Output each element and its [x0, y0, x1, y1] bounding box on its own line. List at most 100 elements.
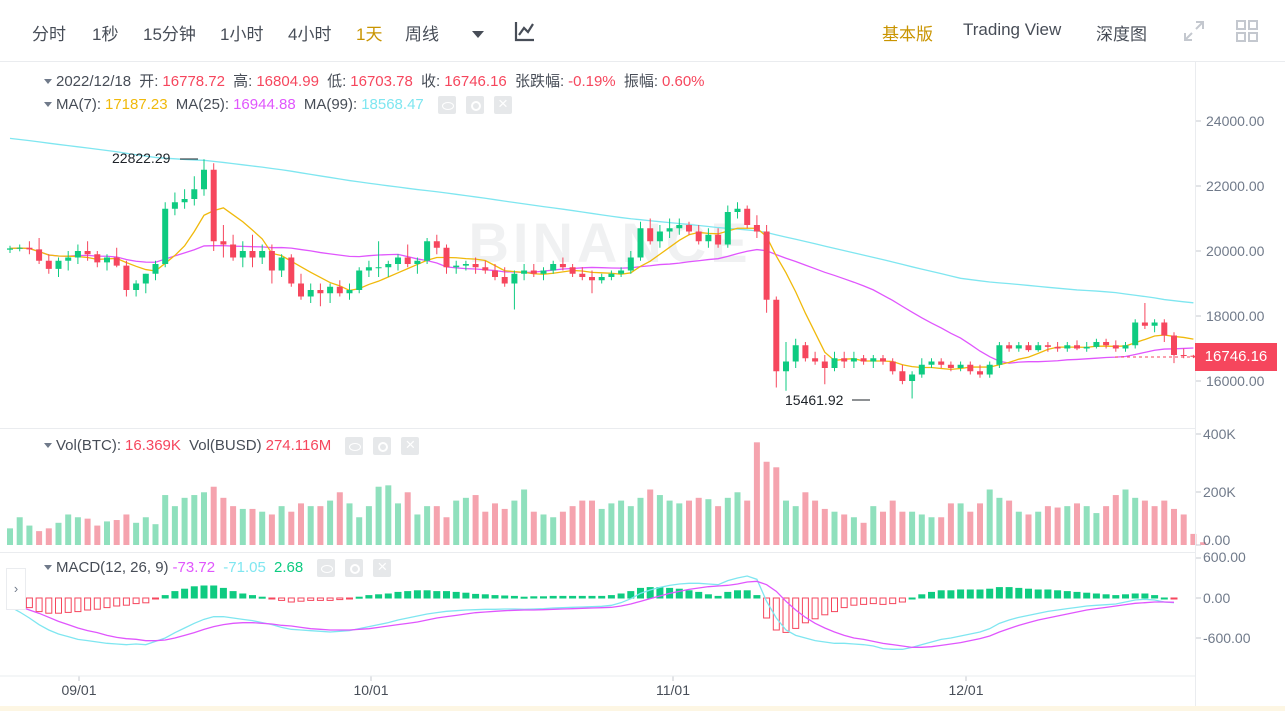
close-icon[interactable] [493, 94, 512, 115]
macd-lines [9, 575, 1175, 650]
volume-bar [880, 511, 886, 545]
volume-bar [579, 500, 586, 545]
volume-bar [36, 531, 43, 545]
macd-bar [35, 597, 43, 613]
volume-bar [16, 517, 23, 545]
vol-tick: 0.00 [1203, 532, 1230, 548]
macd-bar [278, 597, 286, 601]
volume-bar [860, 522, 867, 545]
volume-bar [608, 503, 615, 545]
candle-body [831, 358, 838, 368]
volume-bar [443, 517, 450, 545]
macd-bar [801, 597, 809, 624]
visibility-icon[interactable] [317, 559, 336, 578]
candle-body [598, 277, 605, 281]
volume-bar [1171, 508, 1177, 545]
volume-bar [1054, 507, 1061, 545]
interval-4h[interactable]: 4小时 [288, 25, 332, 44]
macd-bar [472, 593, 480, 599]
volume-bar [220, 497, 227, 545]
macd-bar [103, 597, 111, 609]
volume-bar [298, 503, 304, 545]
volume-bar [821, 508, 828, 545]
collapse-caret-icon[interactable] [44, 442, 52, 448]
layout-grid-icon[interactable] [1236, 20, 1258, 47]
fullscreen-icon[interactable] [1183, 20, 1205, 47]
collapse-caret-icon[interactable] [44, 101, 52, 107]
interval-weekly[interactable]: 周线 [405, 25, 439, 44]
macd-bar [685, 590, 693, 599]
macd-bar [734, 590, 741, 599]
candle-body [365, 267, 372, 271]
current-price-tag: 16746.16 [1195, 343, 1277, 371]
macd-bar [986, 588, 994, 599]
volume-bar [841, 514, 848, 545]
volume-bar [1180, 514, 1187, 545]
candle-body [821, 361, 828, 368]
macd-bar [578, 595, 586, 599]
interval-fenshi[interactable]: 分时 [32, 25, 66, 44]
ma99-line [9, 137, 1194, 304]
candle-body [16, 247, 23, 249]
date-tick: 09/01 [61, 682, 96, 698]
chevron-right-icon[interactable]: › [6, 568, 26, 610]
settings-icon[interactable] [345, 559, 364, 578]
macd-bar [297, 597, 305, 602]
macd-bar [530, 596, 538, 599]
macd-bar [714, 595, 722, 599]
volume-bar [94, 525, 101, 545]
close-icon[interactable] [401, 435, 420, 456]
volume-bar [802, 492, 809, 545]
candle-body [880, 358, 886, 362]
macd-bar [1034, 589, 1042, 599]
tab-trading-view[interactable]: Trading View [963, 20, 1062, 39]
macd-bar [404, 591, 412, 599]
volume-bar [753, 442, 760, 545]
macd-bar [510, 595, 518, 599]
high-annotation: 22822.29 [112, 150, 198, 166]
chevron-down-icon[interactable] [471, 27, 485, 45]
collapse-caret-icon[interactable] [44, 78, 52, 84]
candle-body [1054, 346, 1061, 349]
candle-body [268, 251, 275, 271]
ma99-path [9, 137, 1194, 304]
macd-bar [782, 597, 790, 633]
visibility-icon[interactable] [437, 96, 456, 115]
macd-bar [481, 594, 489, 599]
candle-body [802, 345, 809, 359]
candle-body [113, 257, 120, 266]
indicator-icon[interactable] [514, 20, 536, 47]
candle-body [45, 260, 52, 269]
interval-1s[interactable]: 1秒 [92, 25, 119, 44]
candle-body [627, 257, 634, 271]
candle-body [724, 212, 731, 245]
candle-body [812, 358, 819, 362]
macd-bar [365, 595, 373, 599]
candle-body [957, 364, 964, 368]
tab-depth[interactable]: 深度图 [1096, 25, 1147, 44]
volume-axis: 400K 200K 0.00 [1195, 426, 1236, 548]
settings-icon[interactable] [373, 437, 392, 456]
collapse-caret-icon[interactable] [44, 564, 52, 570]
candle-body [1064, 345, 1071, 349]
visibility-icon[interactable] [345, 437, 364, 456]
settings-icon[interactable] [465, 96, 484, 115]
candle-body [1025, 345, 1032, 351]
interval-1d[interactable]: 1天 [356, 25, 383, 44]
candle-body [191, 189, 198, 199]
volume-bar [1064, 506, 1071, 545]
interval-15m[interactable]: 15分钟 [143, 25, 196, 44]
interval-1h[interactable]: 1小时 [220, 25, 264, 44]
volume-bar [113, 520, 120, 545]
macd-bar [249, 595, 256, 599]
volume-bar [1112, 495, 1119, 545]
candle-body [850, 358, 857, 362]
macd-bar [889, 597, 897, 605]
macd-bar [1151, 595, 1159, 599]
close-icon[interactable] [373, 557, 392, 578]
volume-bars [7, 442, 1207, 545]
tab-basic[interactable]: 基本版 [882, 25, 933, 44]
macd-bar [1044, 589, 1052, 599]
candle-body [259, 251, 266, 258]
